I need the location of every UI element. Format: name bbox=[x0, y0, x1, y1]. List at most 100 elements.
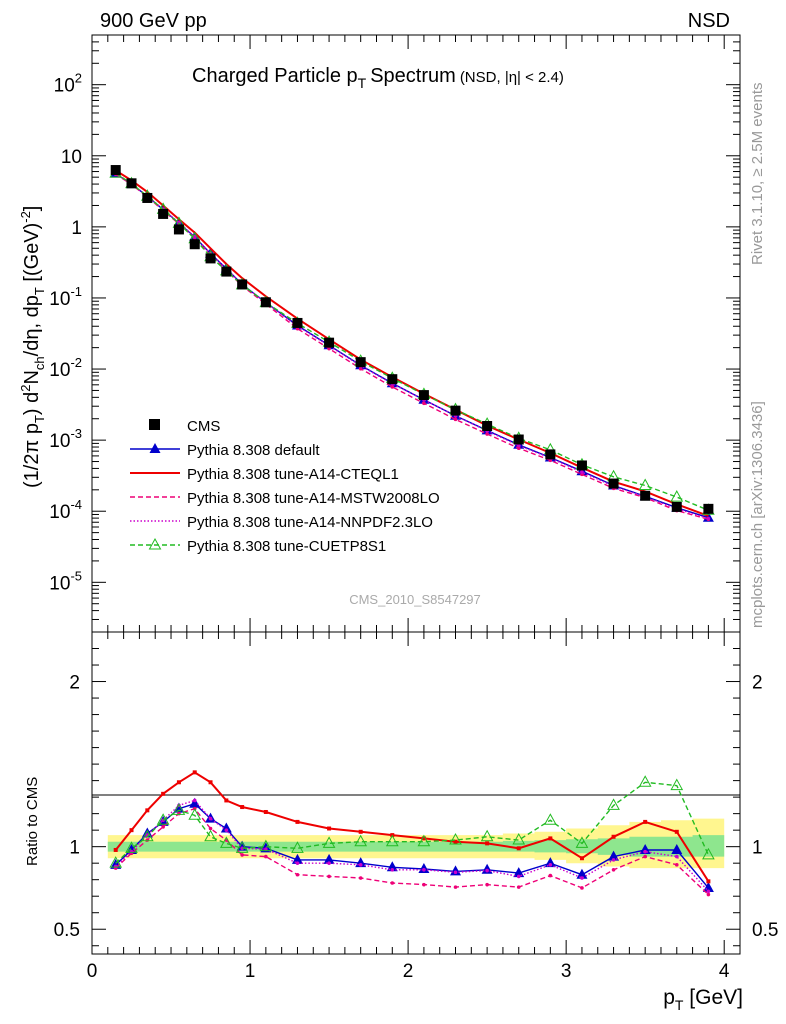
ratio-point-default bbox=[608, 850, 620, 861]
series-line-cteql1 bbox=[115, 169, 709, 517]
ratio-point-mstw bbox=[327, 874, 331, 879]
cms-point bbox=[158, 208, 169, 219]
ratio-point-mstw bbox=[674, 863, 679, 867]
ratio-point-mstw bbox=[145, 838, 150, 842]
ratio-point-default bbox=[513, 867, 525, 878]
ratio-point-mstw bbox=[580, 886, 584, 890]
ratio-point-default bbox=[291, 853, 303, 864]
cms-point bbox=[126, 178, 137, 189]
ratio-ytick-label-right: 2 bbox=[752, 673, 763, 694]
ratio-point-mstw bbox=[706, 892, 711, 897]
ratio-point-mstw bbox=[453, 885, 458, 889]
xtick-label: 1 bbox=[245, 961, 256, 982]
legend-entry-default: Pythia 8.308 default bbox=[130, 442, 320, 459]
ratio-point-cteql1 bbox=[327, 826, 332, 831]
ratio-point-nnpdf bbox=[327, 861, 331, 865]
ratio-point-nnpdf bbox=[706, 889, 711, 894]
ratio-line-cuetp8s1 bbox=[115, 781, 710, 864]
ratio-point-default bbox=[260, 842, 272, 853]
ratio-point-cteql1 bbox=[263, 809, 268, 814]
cms-point bbox=[324, 337, 335, 348]
ratio-ytick-label-right: 0.5 bbox=[752, 920, 778, 941]
ratio-point-cteql1 bbox=[611, 834, 616, 839]
ratio-point-cteql1 bbox=[706, 879, 711, 884]
main-ytick-label: 10 bbox=[61, 147, 82, 168]
series-line-nnpdf bbox=[115, 173, 709, 520]
point-mstw bbox=[390, 385, 395, 389]
ratio-point-cuetp8s1 bbox=[702, 847, 715, 860]
ratio-point-nnpdf bbox=[580, 876, 584, 880]
ratio-point-mstw bbox=[295, 872, 300, 877]
ratio-point-mstw bbox=[358, 876, 363, 880]
ratio-point-nnpdf bbox=[240, 846, 244, 851]
point-mstw bbox=[327, 346, 331, 351]
ratio-plot-panel: 0.5 0.5 1 1 2 2 Ratio to CMS bbox=[24, 631, 778, 955]
ratio-ytick-label: 2 bbox=[69, 673, 80, 694]
cms-point bbox=[482, 421, 493, 432]
point-mstw bbox=[358, 366, 363, 371]
series-cteql1 bbox=[115, 169, 709, 517]
cms-point bbox=[545, 449, 556, 460]
ratio-point-default bbox=[671, 843, 683, 854]
xtick-label: 0 bbox=[87, 961, 98, 982]
ratio-point-cuetp8s1 bbox=[670, 778, 684, 791]
ratio-point-mstw bbox=[240, 853, 244, 857]
ratio-point-nnpdf bbox=[453, 870, 458, 875]
xlabel-main: p bbox=[663, 986, 675, 1009]
ratio-line-nnpdf bbox=[115, 799, 709, 892]
cms-point bbox=[292, 317, 303, 328]
cms-point bbox=[576, 460, 587, 471]
ratio-point-cuetp8s1 bbox=[322, 836, 336, 848]
ratio-point-cuetp8s1 bbox=[109, 856, 123, 868]
ratio-point-cuetp8s1 bbox=[385, 834, 399, 847]
legend-marker bbox=[148, 537, 162, 550]
ratio-point-cuetp8s1 bbox=[204, 829, 217, 842]
main-axis-ticks: 102 10 1 10-1 10-2 10-3 10-4 10-5 bbox=[49, 34, 740, 633]
ratio-point-cteql1 bbox=[113, 847, 118, 852]
ratio-point-cuetp8s1 bbox=[188, 808, 202, 820]
ratio-point-nnpdf bbox=[548, 863, 553, 867]
title-rest: Spectrum bbox=[370, 65, 456, 87]
cms-point bbox=[110, 165, 121, 176]
ratio-point-cuetp8s1 bbox=[512, 833, 526, 845]
ratio-point-nnpdf bbox=[358, 863, 363, 867]
ratio-point-cteql1 bbox=[548, 836, 553, 841]
ratio-point-cteql1 bbox=[161, 791, 166, 796]
ratio-point-default bbox=[544, 857, 556, 868]
xtick-label: 3 bbox=[561, 961, 572, 982]
point-mstw bbox=[516, 446, 521, 451]
ratio-point-cteql1 bbox=[516, 846, 521, 851]
ratio-point-cteql1 bbox=[485, 841, 490, 846]
ratio-ytick-label-right: 1 bbox=[752, 838, 763, 859]
cms-point bbox=[355, 357, 366, 368]
ratio-line-mstw bbox=[115, 807, 709, 896]
legend-marker bbox=[149, 443, 161, 453]
ratio-point-cteql1 bbox=[145, 808, 150, 813]
ratio-point-mstw bbox=[516, 885, 521, 889]
legend-label: Pythia 8.308 tune-CUETP8S1 bbox=[187, 538, 386, 555]
title-sub: T bbox=[358, 75, 367, 91]
xlabel-sub: T bbox=[675, 997, 684, 1013]
cms-data-points bbox=[110, 165, 714, 514]
title-small: (NSD, |η| < 2.4) bbox=[460, 69, 564, 86]
ratio-point-default bbox=[576, 868, 588, 879]
cms-point bbox=[703, 503, 714, 514]
ratio-point-mstw bbox=[264, 854, 268, 859]
ratio-point-cteql1 bbox=[579, 856, 584, 861]
ratio-point-cteql1 bbox=[224, 798, 229, 803]
main-ytick-label: 10-2 bbox=[49, 355, 82, 381]
mcplots-label: mcplots.cern.ch [arXiv:1306.3436] bbox=[749, 401, 766, 628]
ratio-point-cuetp8s1 bbox=[156, 813, 170, 825]
ratio-point-mstw bbox=[208, 826, 213, 831]
xtick-label: 4 bbox=[719, 961, 730, 982]
chart-title: Charged Particle pT Spectrum (NSD, |η| < 2… bbox=[192, 65, 564, 91]
legend-label: CMS bbox=[187, 418, 220, 435]
ratio-line-cteql1 bbox=[114, 771, 710, 882]
ratio-point-cuetp8s1 bbox=[235, 841, 249, 853]
ratio-point-default bbox=[702, 881, 714, 892]
rivet-label: Rivet 3.1.10, ≥ 2.5M events bbox=[749, 83, 766, 266]
header-left: 900 GeV pp bbox=[100, 10, 207, 32]
ratio-point-cteql1 bbox=[176, 780, 181, 785]
point-mstw bbox=[422, 401, 426, 406]
